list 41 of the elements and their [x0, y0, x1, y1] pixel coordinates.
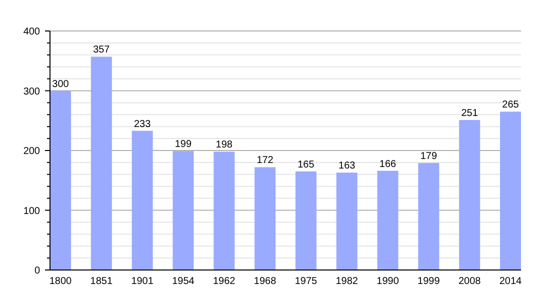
bar — [132, 130, 153, 270]
bar — [459, 120, 480, 270]
data-label: 233 — [134, 118, 152, 130]
data-label: 300 — [52, 78, 70, 90]
data-label: 166 — [379, 158, 397, 170]
x-tick-label: 1975 — [294, 276, 318, 287]
y-tick-label: 0 — [34, 266, 40, 276]
data-label: 357 — [93, 44, 110, 56]
data-label: 163 — [338, 160, 356, 172]
bar — [172, 151, 194, 270]
x-tick-label: 1800 — [49, 276, 72, 287]
x-tick-label: 1851 — [90, 276, 113, 287]
x-tick-label: 1982 — [336, 276, 358, 287]
x-tick-label: 1968 — [254, 276, 277, 287]
x-tick-label: 2014 — [499, 276, 522, 287]
x-tick-label: 2008 — [458, 276, 482, 287]
bar — [377, 170, 398, 270]
x-tick-label: 1901 — [131, 276, 154, 287]
data-label: 179 — [420, 151, 438, 162]
y-tick-label: 300 — [23, 86, 40, 98]
data-label: 165 — [298, 159, 315, 170]
bar — [254, 167, 276, 270]
bar — [418, 163, 440, 270]
bar — [90, 56, 112, 270]
bar — [295, 171, 316, 270]
x-tick-label: 1962 — [213, 276, 236, 287]
data-label: 172 — [256, 155, 274, 166]
bar — [214, 152, 235, 270]
data-label: 198 — [216, 140, 233, 151]
bar — [500, 112, 521, 270]
x-tick-label: 1990 — [376, 276, 400, 287]
x-tick-label: 1999 — [418, 276, 440, 287]
y-tick-label: 100 — [23, 206, 40, 217]
y-tick-label: 200 — [23, 146, 40, 157]
y-tick-label: 400 — [23, 26, 40, 38]
bar — [50, 90, 71, 270]
data-label: 265 — [502, 100, 520, 111]
data-label: 199 — [174, 139, 192, 150]
x-tick-label: 1954 — [172, 276, 195, 287]
data-label: 251 — [461, 108, 478, 120]
bar — [336, 172, 358, 270]
